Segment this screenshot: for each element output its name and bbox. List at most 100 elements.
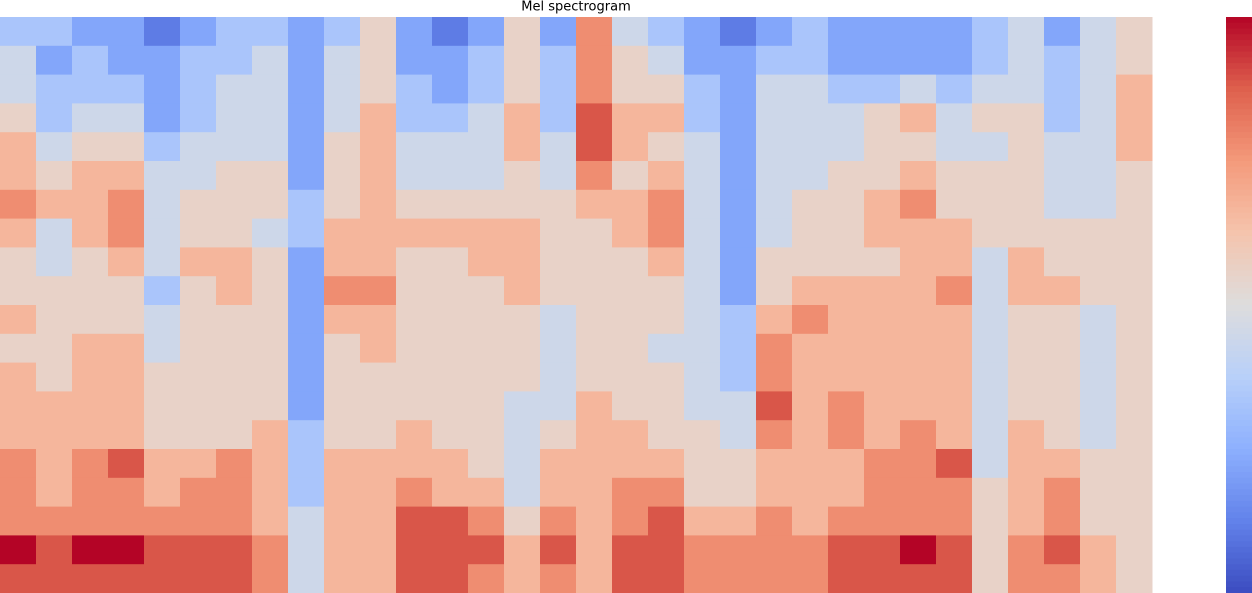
heatmap-cell xyxy=(684,132,721,162)
heatmap-cell xyxy=(180,535,217,565)
heatmap-cell xyxy=(324,420,361,450)
heatmap-cell xyxy=(1116,17,1153,47)
heatmap-cell xyxy=(468,247,505,277)
heatmap-cell xyxy=(756,305,793,335)
heatmap-cell xyxy=(360,132,397,162)
heatmap-cell xyxy=(144,506,181,536)
colorbar-segment xyxy=(1226,425,1252,433)
heatmap-cell xyxy=(900,103,937,133)
heatmap-cell xyxy=(72,305,109,335)
heatmap-cell xyxy=(612,17,649,47)
heatmap-cell xyxy=(360,391,397,421)
heatmap-cell xyxy=(108,17,145,47)
heatmap-cell xyxy=(576,477,613,508)
colorbar-segment xyxy=(1226,137,1252,145)
heatmap-cell xyxy=(720,132,757,162)
heatmap-cell xyxy=(324,132,361,162)
colorbar-segment xyxy=(1226,541,1252,548)
heatmap-cell xyxy=(756,477,793,508)
heatmap-cell xyxy=(1116,276,1153,306)
heatmap-cell xyxy=(972,362,1009,392)
heatmap-cell xyxy=(324,362,361,392)
heatmap-cell xyxy=(792,506,829,536)
heatmap-cell xyxy=(864,45,901,76)
heatmap-cell xyxy=(900,132,937,162)
heatmap-cell xyxy=(1080,74,1117,104)
heatmap-cell xyxy=(576,218,613,248)
heatmap-cell xyxy=(756,362,793,392)
heatmap-cell xyxy=(720,535,757,565)
heatmap-cell xyxy=(1116,74,1153,104)
heatmap-cell xyxy=(432,247,469,277)
heatmap-cell xyxy=(396,362,433,392)
heatmap-cell xyxy=(684,477,721,508)
colorbar-segment xyxy=(1226,132,1252,139)
heatmap-cell xyxy=(576,189,613,220)
heatmap-cell xyxy=(1008,161,1045,191)
heatmap-cell xyxy=(648,17,685,47)
heatmap-cell xyxy=(1044,391,1081,421)
heatmap-cell xyxy=(648,161,685,191)
heatmap-cell xyxy=(72,189,109,220)
heatmap-cell xyxy=(720,45,757,76)
heatmap-cell xyxy=(144,74,181,104)
colorbar-segment xyxy=(1226,258,1252,266)
heatmap-cell xyxy=(432,189,469,220)
heatmap-cell xyxy=(540,391,577,421)
heatmap-cell xyxy=(144,362,181,392)
heatmap-cell xyxy=(144,477,181,508)
heatmap-cell xyxy=(936,17,973,47)
heatmap-cell xyxy=(1080,17,1117,47)
heatmap-cell xyxy=(1044,535,1081,565)
heatmap-cell xyxy=(612,391,649,421)
heatmap-cell xyxy=(864,420,901,450)
heatmap-cell xyxy=(936,391,973,421)
heatmap-cell xyxy=(180,103,217,133)
heatmap-cell xyxy=(864,74,901,104)
heatmap-cell xyxy=(288,189,325,220)
heatmap-cell xyxy=(1080,535,1117,565)
colorbar-segment xyxy=(1226,310,1252,318)
heatmap-cell xyxy=(468,420,505,450)
heatmap-cell xyxy=(0,391,37,421)
heatmap-cell xyxy=(576,103,613,133)
heatmap-cell xyxy=(1080,420,1117,450)
heatmap-cell xyxy=(792,74,829,104)
colorbar-segment xyxy=(1226,161,1252,168)
heatmap-cell xyxy=(972,276,1009,306)
heatmap-cell xyxy=(972,506,1009,536)
heatmap-cell xyxy=(756,420,793,450)
heatmap-cell xyxy=(324,391,361,421)
heatmap-cell xyxy=(432,45,469,76)
heatmap-cell xyxy=(504,333,541,364)
heatmap-cell xyxy=(684,247,721,277)
heatmap-cell xyxy=(684,362,721,392)
heatmap-cell xyxy=(756,247,793,277)
heatmap-cell xyxy=(684,218,721,248)
colorbar-segment xyxy=(1226,489,1252,496)
heatmap-cell xyxy=(612,74,649,104)
colorbar-segment xyxy=(1226,305,1252,312)
heatmap-cell xyxy=(288,218,325,248)
heatmap-cell xyxy=(252,333,289,364)
heatmap-cell xyxy=(648,535,685,565)
heatmap-cell xyxy=(1116,477,1153,508)
heatmap-cell xyxy=(900,189,937,220)
colorbar-segment xyxy=(1226,339,1252,346)
heatmap-cell xyxy=(612,103,649,133)
heatmap-cell xyxy=(180,449,217,479)
heatmap-cell xyxy=(360,362,397,392)
heatmap-cell xyxy=(684,305,721,335)
heatmap-cell xyxy=(288,420,325,450)
heatmap-cell xyxy=(0,506,37,536)
heatmap-cell xyxy=(864,132,901,162)
heatmap-cell xyxy=(36,132,73,162)
heatmap-cell xyxy=(648,276,685,306)
heatmap-cell xyxy=(324,74,361,104)
heatmap-cell xyxy=(792,564,829,593)
heatmap-cell xyxy=(900,305,937,335)
heatmap-cell xyxy=(1116,420,1153,450)
heatmap-cell xyxy=(36,161,73,191)
heatmap-cell xyxy=(648,189,685,220)
heatmap-cell xyxy=(216,17,253,47)
